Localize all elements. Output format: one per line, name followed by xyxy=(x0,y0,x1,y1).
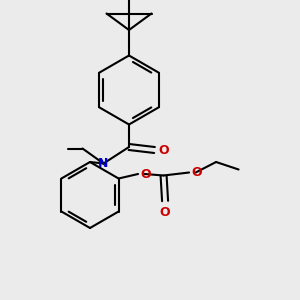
Text: N: N xyxy=(98,157,109,170)
Text: O: O xyxy=(158,143,169,157)
Text: O: O xyxy=(191,166,202,179)
Text: O: O xyxy=(160,206,170,219)
Text: O: O xyxy=(140,167,151,181)
